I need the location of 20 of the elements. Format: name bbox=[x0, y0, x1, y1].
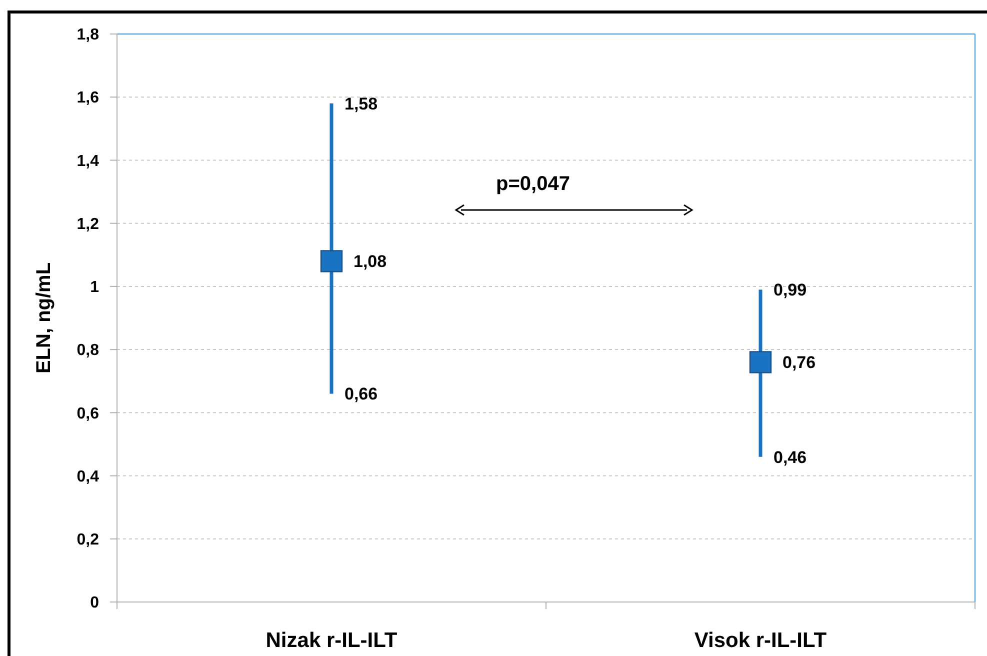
y-axis-title: ELN, ng/mL bbox=[33, 262, 55, 374]
annotation: p=0,047 bbox=[496, 173, 570, 195]
y-tick-label: 1,6 bbox=[76, 90, 100, 107]
annotation: 0,99 bbox=[774, 280, 807, 300]
data-label: 1,08 bbox=[354, 252, 387, 272]
x-tick-label: Nizak r-IL-ILT bbox=[266, 629, 398, 652]
data-label: 0,76 bbox=[782, 353, 816, 372]
y-tick-label: 0,2 bbox=[76, 531, 100, 548]
y-tick-label: 0 bbox=[90, 594, 100, 612]
y-tick-label: 1,2 bbox=[76, 216, 100, 233]
y-tick-label: 1 bbox=[90, 279, 100, 296]
annotation: 0,66 bbox=[344, 384, 378, 404]
y-tick-label: 0,4 bbox=[76, 468, 100, 486]
x-tick-label: Visok r-IL-ILT bbox=[694, 629, 827, 652]
y-tick-label: 0,8 bbox=[76, 342, 100, 360]
annotation: 1,58 bbox=[344, 94, 378, 114]
y-tick-label: 1,8 bbox=[76, 26, 100, 44]
annotation: 0,46 bbox=[774, 448, 807, 467]
y-tick-label: 1,4 bbox=[76, 152, 100, 170]
y-tick-label: 0,6 bbox=[76, 405, 100, 422]
